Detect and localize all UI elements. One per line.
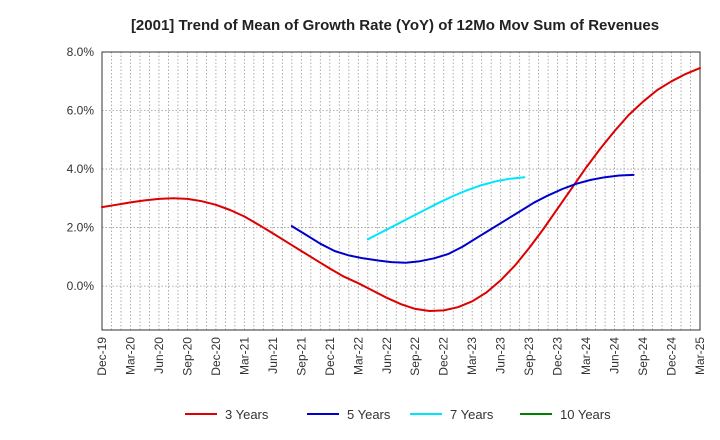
series-line-5-years (290, 173, 635, 264)
series-line-3-years (101, 67, 701, 312)
x-tick-label: Sep-24 (636, 337, 650, 376)
x-axis: Dec-19 Mar-20 Jun-20 Sep-20 Dec-20 Mar-21 Jun-… (95, 337, 707, 376)
legend-label-5-years: 5 Years (347, 407, 391, 422)
legend-label-7-years: 7 Years (450, 407, 494, 422)
x-tick-label: Dec-19 (95, 337, 109, 376)
x-tick-label: Mar-23 (465, 337, 479, 375)
x-tick-label: Jun-21 (266, 337, 280, 374)
x-tick-label: Mar-24 (579, 337, 593, 375)
x-tick-label: Dec-22 (437, 337, 451, 376)
x-tick-label: Dec-20 (209, 337, 223, 376)
x-tick-label: Dec-21 (323, 337, 337, 376)
x-tick-label: Jun-24 (608, 337, 622, 374)
x-tick-label: Jun-22 (380, 337, 394, 374)
y-tick-label: 8.0% (67, 45, 95, 59)
legend-label-3-years: 3 Years (225, 407, 269, 422)
x-tick-label: Sep-20 (180, 337, 194, 376)
x-tick-label: Sep-22 (408, 337, 422, 376)
series-line-7-years (366, 176, 526, 241)
y-axis: 8.0% 6.0% 4.0% 2.0% 0.0% (67, 45, 95, 293)
x-tick-label: Sep-23 (522, 337, 536, 376)
plot-area (101, 51, 701, 331)
grid (102, 51, 700, 330)
y-tick-label: 0.0% (67, 279, 95, 293)
x-tick-label: Mar-22 (351, 337, 365, 375)
y-tick-label: 2.0% (67, 221, 95, 235)
x-tick-label: Jun-20 (152, 337, 166, 374)
x-tick-label: Mar-25 (693, 337, 707, 375)
x-tick-label: Mar-20 (123, 337, 137, 375)
legend: 3 Years 5 Years 7 Years 10 Years (185, 407, 611, 422)
x-tick-label: Dec-24 (665, 337, 679, 376)
series-group (101, 67, 701, 312)
chart-title: [2001] Trend of Mean of Growth Rate (YoY… (131, 17, 659, 34)
x-tick-label: Dec-23 (551, 337, 565, 376)
x-tick-label: Jun-23 (494, 337, 508, 374)
y-tick-label: 6.0% (67, 104, 95, 118)
x-tick-label: Mar-21 (237, 337, 251, 375)
legend-label-10-years: 10 Years (560, 407, 611, 422)
x-tick-label: Sep-21 (294, 337, 308, 376)
y-tick-label: 4.0% (67, 162, 95, 176)
